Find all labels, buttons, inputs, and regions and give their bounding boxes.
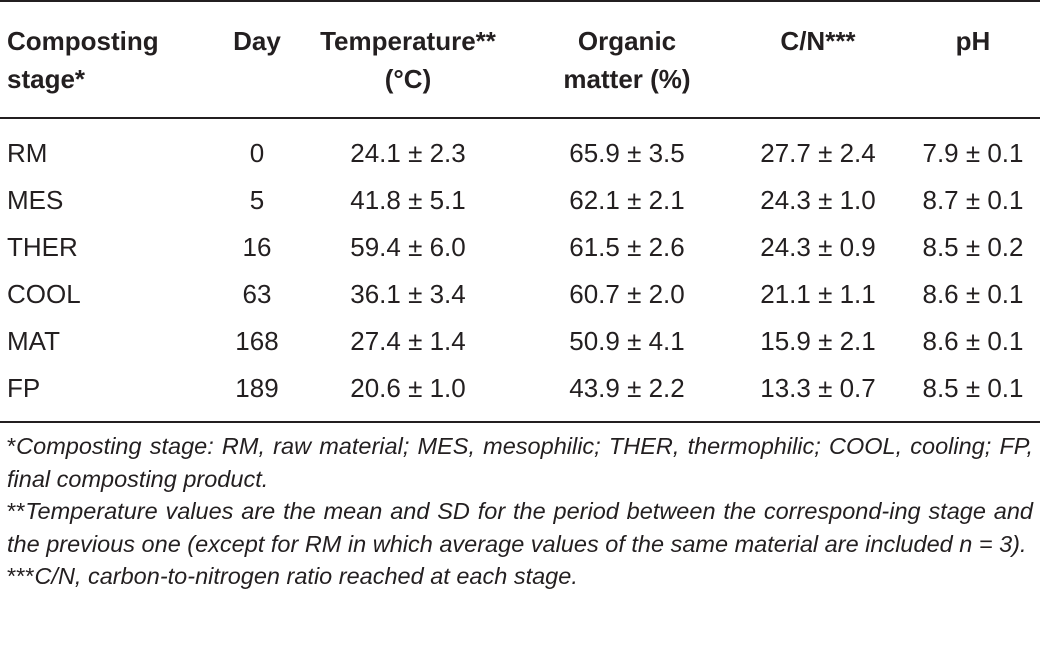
cell-stage: COOL (7, 279, 81, 309)
cell-temperature: 59.4 ± 6.0 (350, 232, 466, 262)
footnote-composting-stage: *Composting stage: RM, raw material; MES… (7, 430, 1033, 495)
cell-day: 16 (242, 232, 272, 262)
header-line: Organic (577, 26, 677, 56)
cell-stage: MES (7, 185, 64, 215)
cell-ph: 8.6 ± 0.1 (922, 279, 1024, 309)
footnote-cn-ratio: ***C/N, carbon-to-nitrogen ratio reached… (7, 560, 1033, 593)
table-body: RM 0 24.1 ± 2.3 65.9 ± 3.5 27.7 ± 2.4 7.… (0, 131, 1040, 413)
header-composting-stage: Composting stage* (7, 22, 207, 98)
cell-stage: FP (7, 373, 41, 403)
footnote-marker: * (7, 433, 17, 459)
cell-stage: MAT (7, 326, 60, 356)
cell-organic-matter: 43.9 ± 2.2 (569, 373, 685, 403)
header-line: matter (%) (563, 64, 691, 94)
header-cn-ratio: C/N*** (738, 22, 898, 60)
header-line: C/N*** (780, 26, 856, 56)
cell-temperature: 36.1 ± 3.4 (350, 279, 466, 309)
cell-cn-ratio: 24.3 ± 1.0 (760, 185, 876, 215)
cell-day: 5 (249, 185, 265, 215)
table-row: THER 16 59.4 ± 6.0 61.5 ± 2.6 24.3 ± 0.9… (0, 225, 1040, 272)
cell-organic-matter: 62.1 ± 2.1 (569, 185, 685, 215)
cell-temperature: 41.8 ± 5.1 (350, 185, 466, 215)
cell-cn-ratio: 21.1 ± 1.1 (760, 279, 876, 309)
table-row: MAT 168 27.4 ± 1.4 50.9 ± 4.1 15.9 ± 2.1… (0, 319, 1040, 366)
cell-day: 168 (235, 326, 279, 356)
header-line: (°C) (384, 64, 432, 94)
cell-temperature: 27.4 ± 1.4 (350, 326, 466, 356)
cell-ph: 8.5 ± 0.2 (922, 232, 1024, 262)
footnote-marker: *** (7, 563, 35, 589)
header-organic-matter: Organic matter (%) (530, 22, 724, 98)
table-bottom-rule (0, 421, 1040, 423)
header-divider-rule (0, 117, 1040, 119)
header-line: stage* (7, 64, 86, 94)
cell-ph: 8.7 ± 0.1 (922, 185, 1024, 215)
cell-day: 63 (242, 279, 272, 309)
footnote-text: Composting stage: RM, raw material; MES,… (7, 433, 1033, 492)
cell-stage: RM (7, 138, 48, 168)
cell-ph: 7.9 ± 0.1 (922, 138, 1024, 168)
table-top-rule (0, 0, 1040, 2)
header-line: pH (955, 26, 991, 56)
header-line: Day (233, 26, 281, 56)
header-line: Temperature** (320, 26, 496, 56)
cell-organic-matter: 50.9 ± 4.1 (569, 326, 685, 356)
cell-organic-matter: 60.7 ± 2.0 (569, 279, 685, 309)
table-row: RM 0 24.1 ± 2.3 65.9 ± 3.5 27.7 ± 2.4 7.… (0, 131, 1040, 178)
table-footnotes: *Composting stage: RM, raw material; MES… (7, 430, 1033, 593)
cell-cn-ratio: 27.7 ± 2.4 (760, 138, 876, 168)
footnote-text: C/N, carbon-to-nitrogen ratio reached at… (34, 563, 578, 589)
cell-organic-matter: 65.9 ± 3.5 (569, 138, 685, 168)
cell-cn-ratio: 13.3 ± 0.7 (760, 373, 876, 403)
footnote-temperature: **Temperature values are the mean and SD… (7, 495, 1033, 560)
table-row: COOL 63 36.1 ± 3.4 60.7 ± 2.0 21.1 ± 1.1… (0, 272, 1040, 319)
cell-day: 189 (235, 373, 279, 403)
cell-temperature: 24.1 ± 2.3 (350, 138, 466, 168)
cell-temperature: 20.6 ± 1.0 (350, 373, 466, 403)
header-ph: pH (910, 22, 1036, 60)
cell-cn-ratio: 15.9 ± 2.1 (760, 326, 876, 356)
table-row: MES 5 41.8 ± 5.1 62.1 ± 2.1 24.3 ± 1.0 8… (0, 178, 1040, 225)
footnote-text: Temperature values are the mean and SD f… (7, 498, 1033, 557)
header-temperature: Temperature** (°C) (302, 22, 514, 98)
cell-stage: THER (7, 232, 78, 262)
cell-cn-ratio: 24.3 ± 0.9 (760, 232, 876, 262)
header-day: Day (214, 22, 300, 60)
cell-organic-matter: 61.5 ± 2.6 (569, 232, 685, 262)
footnote-marker: ** (7, 498, 26, 524)
cell-ph: 8.6 ± 0.1 (922, 326, 1024, 356)
table-row: FP 189 20.6 ± 1.0 43.9 ± 2.2 13.3 ± 0.7 … (0, 366, 1040, 413)
cell-day: 0 (249, 138, 265, 168)
cell-ph: 8.5 ± 0.1 (922, 373, 1024, 403)
header-line: Composting (7, 26, 159, 56)
